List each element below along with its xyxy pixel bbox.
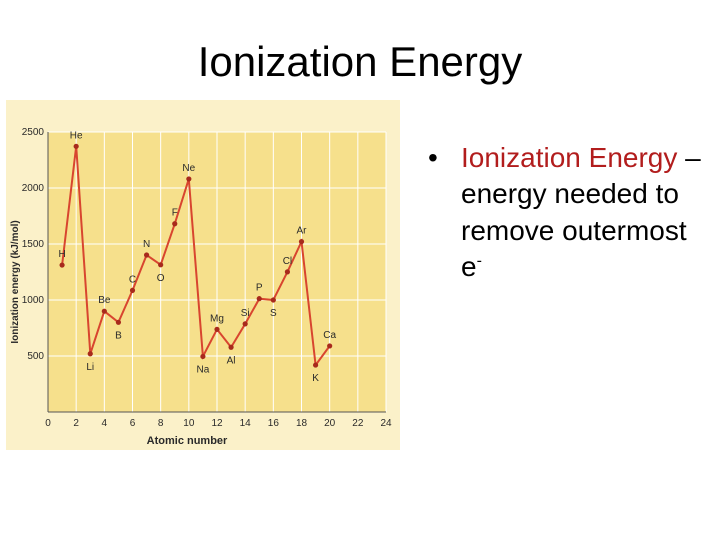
data-point [284, 269, 291, 275]
bullet-definition: energy needed to remove outermost e [461, 178, 687, 283]
point-label: Na [197, 364, 210, 375]
point-label: Mg [210, 313, 224, 324]
data-point [327, 343, 333, 349]
x-tick-label: 2 [73, 418, 79, 429]
x-tick-label: 8 [158, 418, 164, 429]
data-point [228, 344, 234, 350]
data-point [129, 287, 136, 293]
x-tick-label: 20 [324, 418, 336, 429]
point-label: K [312, 373, 319, 384]
data-point [256, 296, 262, 302]
point-label: H [58, 249, 65, 260]
x-tick-label: 0 [45, 418, 51, 429]
point-label: N [143, 239, 150, 250]
point-label: S [270, 308, 277, 319]
data-point [59, 262, 65, 268]
x-tick-label: 22 [352, 418, 364, 429]
data-point [101, 308, 107, 314]
point-label: Ca [323, 330, 336, 341]
point-label: B [115, 330, 122, 341]
y-tick-label: 500 [27, 351, 44, 362]
data-point [312, 362, 319, 368]
bullet-marker: • [428, 142, 438, 173]
x-tick-label: 14 [240, 418, 252, 429]
ionization-energy-chart: H He Li Be B C N O F Ne Na Mg Al Si P S Cl Ar K Ca 0 2 4 6 8 10 1… [6, 100, 400, 450]
x-tick-label: 16 [268, 418, 280, 429]
data-point [270, 297, 276, 303]
x-tick-label: 24 [380, 418, 392, 429]
point-label: F [172, 208, 178, 219]
data-point [115, 319, 122, 325]
data-point [73, 143, 79, 149]
bullet-superscript: - [476, 252, 482, 270]
point-label: Si [241, 308, 250, 319]
bullet-term: Ionization Energy [461, 142, 678, 173]
x-tick-label: 6 [130, 418, 136, 429]
data-point [200, 353, 206, 360]
data-point [242, 321, 248, 327]
y-tick-label: 1000 [22, 295, 45, 306]
y-tick-label: 2500 [22, 127, 45, 138]
bullet-separator: – [677, 142, 701, 173]
point-label: Ne [182, 163, 195, 174]
y-axis-label: Ionization energy (kJ/mol) [10, 220, 21, 343]
data-point [87, 351, 93, 357]
point-label: Ar [297, 226, 308, 237]
point-label: C [129, 274, 136, 285]
point-label: Al [227, 355, 236, 366]
x-axis-label: Atomic number [147, 435, 228, 447]
point-label: Cl [283, 256, 292, 267]
data-point [214, 326, 220, 332]
series-line [61, 146, 331, 368]
data-point [298, 239, 305, 245]
data-point [172, 221, 178, 227]
point-label: He [70, 130, 83, 141]
x-tick-label: 10 [183, 418, 195, 429]
axes [47, 132, 386, 413]
data-points: H He Li Be B C N O F Ne Na Mg Al Si P S Cl Ar K Ca [58, 130, 336, 384]
point-label: O [157, 273, 165, 284]
x-tick-label: 12 [211, 418, 223, 429]
point-label: Li [86, 362, 94, 373]
point-label: P [256, 283, 263, 294]
x-tick-label: 4 [102, 418, 108, 429]
point-label: Be [98, 295, 111, 306]
y-tick-label: 2000 [22, 183, 45, 194]
y-tick-label: 1500 [22, 239, 45, 250]
data-point [158, 262, 164, 268]
data-point [186, 176, 192, 182]
x-tick-label: 18 [296, 418, 308, 429]
data-point [143, 252, 150, 258]
bullet-item: Ionization Energy – energy needed to rem… [461, 140, 711, 286]
slide-title: Ionization Energy [197, 38, 523, 85]
